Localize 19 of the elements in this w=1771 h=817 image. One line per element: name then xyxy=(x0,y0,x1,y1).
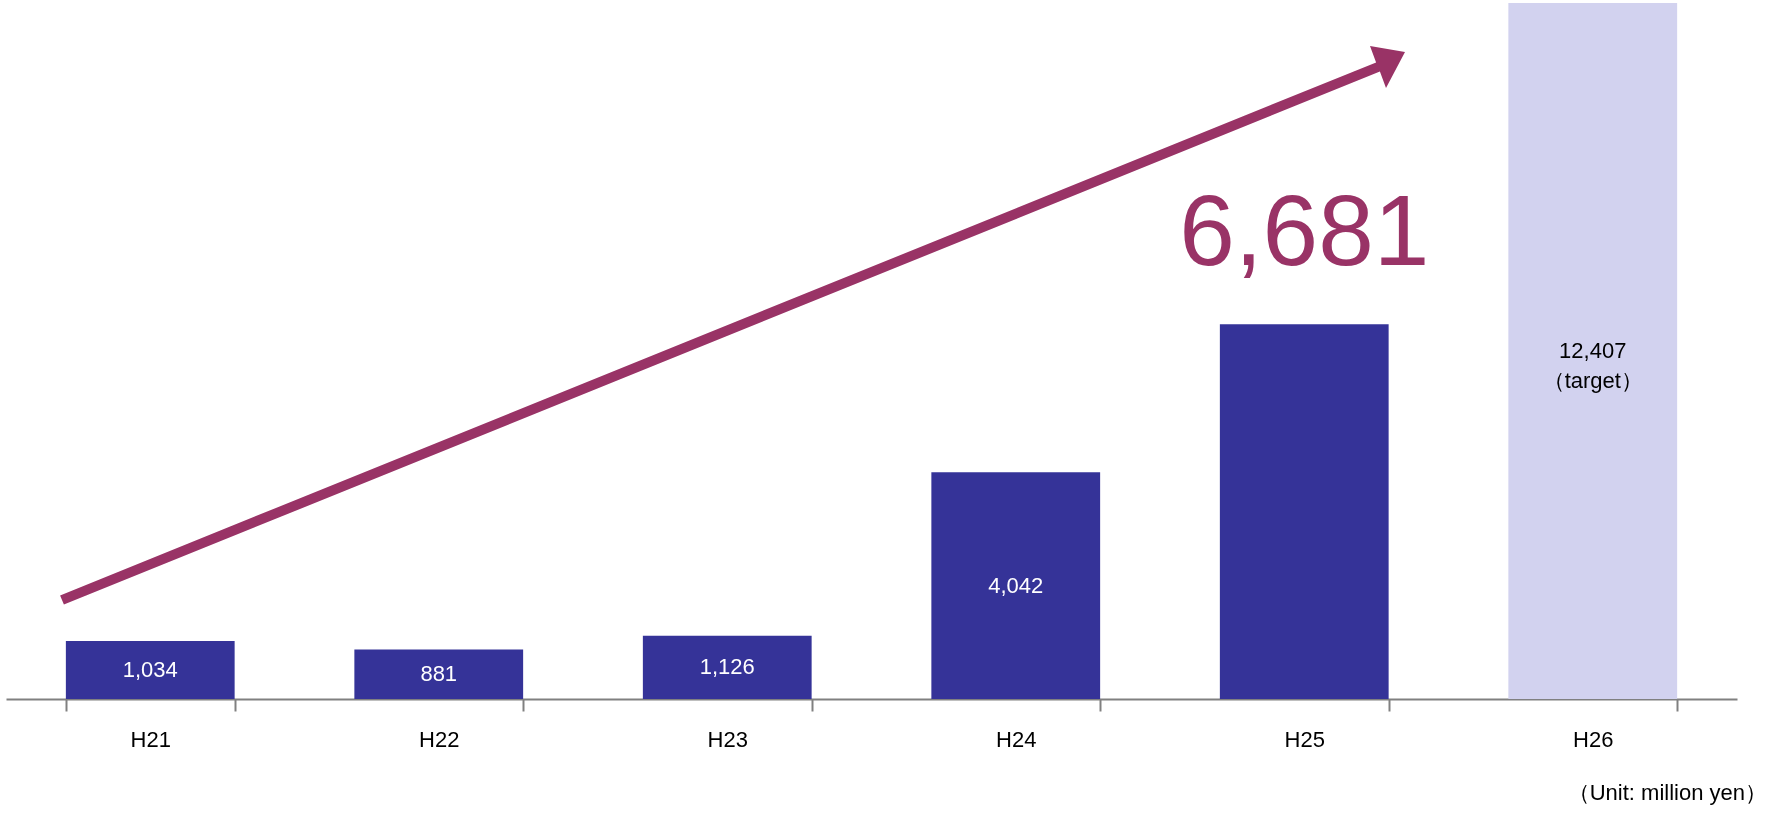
x-tick-label: H22 xyxy=(419,726,460,752)
bar xyxy=(642,635,812,699)
data-label: 1,034 xyxy=(122,657,178,682)
text: （Unit: million yen） xyxy=(1567,779,1767,807)
annotation: 6,681 xyxy=(1179,174,1430,287)
bar xyxy=(65,641,235,699)
x-tick-label: H23 xyxy=(707,726,748,752)
bar xyxy=(1219,324,1389,699)
x-tick-label: H24 xyxy=(996,726,1037,752)
x-tick-label: H25 xyxy=(1284,726,1325,752)
data-label: 12,407 （target） xyxy=(1542,338,1643,393)
bar xyxy=(1508,3,1678,699)
data-label: 881 xyxy=(420,661,458,687)
x-tick-label: H26 xyxy=(1573,726,1614,752)
bar xyxy=(354,649,524,699)
x-tick-label: H21 xyxy=(130,726,171,752)
data-label: 4,042 xyxy=(988,572,1044,598)
data-label: 1,126 xyxy=(699,654,755,680)
bar xyxy=(931,472,1101,699)
